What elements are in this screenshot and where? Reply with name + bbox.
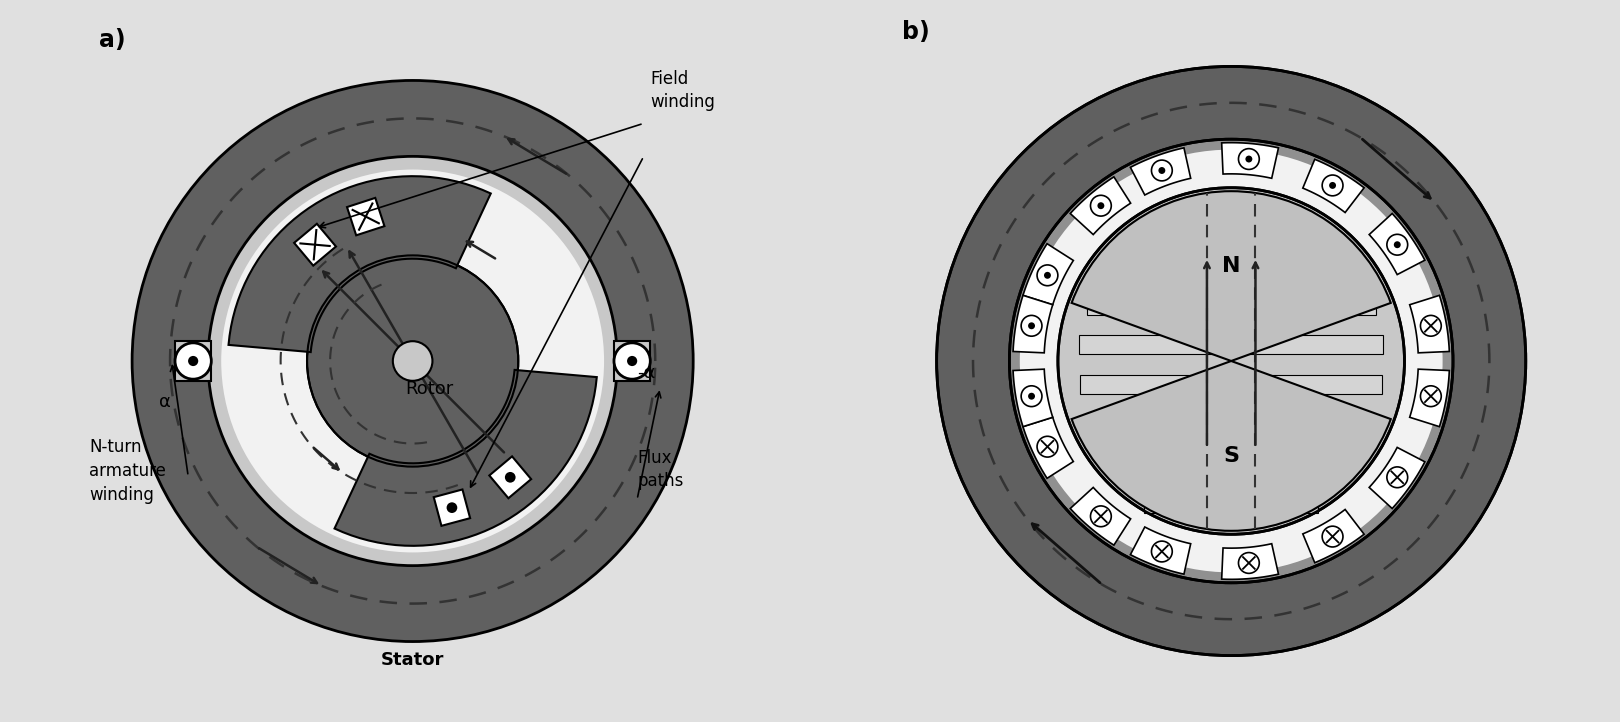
Bar [1103,256,1359,275]
Circle shape [188,356,198,366]
Text: a): a) [99,28,126,53]
Text: N-turn
armature
winding: N-turn armature winding [89,438,167,504]
Circle shape [1421,386,1442,406]
Polygon shape [1409,369,1450,427]
Circle shape [1152,160,1173,181]
Circle shape [133,80,693,642]
Wedge shape [1071,191,1392,361]
Circle shape [1097,202,1105,209]
Circle shape [1387,467,1408,487]
Circle shape [1090,506,1111,527]
Polygon shape [1369,214,1426,274]
Polygon shape [1302,160,1364,212]
Polygon shape [1221,143,1278,178]
Circle shape [392,342,433,380]
Circle shape [1021,149,1442,573]
Circle shape [1152,541,1173,562]
Polygon shape [1409,295,1450,353]
Polygon shape [1022,417,1074,478]
Bar [347,198,384,235]
Text: Flux
paths: Flux paths [637,449,684,490]
Circle shape [614,343,650,379]
Polygon shape [1012,369,1053,427]
Circle shape [1158,167,1165,174]
Bar [175,342,211,380]
Circle shape [1246,155,1252,162]
Polygon shape [1131,148,1191,195]
Circle shape [1238,149,1259,170]
Circle shape [1322,526,1343,547]
Circle shape [222,170,604,552]
Circle shape [447,503,457,513]
Circle shape [1009,139,1453,583]
Wedge shape [1071,361,1392,531]
Polygon shape [228,176,491,352]
Bar [1081,375,1382,393]
Text: α: α [159,393,170,412]
Text: Rotor: Rotor [405,380,454,398]
Bar [434,490,470,526]
Circle shape [1238,552,1259,573]
Text: -α: -α [637,363,656,381]
Text: S: S [1223,446,1239,466]
Polygon shape [1221,544,1278,579]
Circle shape [1043,272,1051,279]
Bar [489,456,531,498]
Polygon shape [1302,510,1364,562]
Bar [1079,335,1383,355]
Bar [1144,494,1319,513]
Circle shape [207,157,617,565]
Circle shape [505,472,515,482]
Polygon shape [1071,487,1131,545]
Polygon shape [1131,527,1191,574]
Circle shape [1421,316,1442,336]
Circle shape [627,356,637,366]
Circle shape [1021,386,1042,406]
Circle shape [1058,188,1405,534]
Bar [1089,414,1374,433]
Polygon shape [1071,177,1131,235]
Bar [1087,295,1375,315]
Circle shape [1328,182,1336,189]
Circle shape [1393,241,1401,248]
Circle shape [1037,436,1058,457]
Circle shape [1387,235,1408,255]
Circle shape [1037,265,1058,286]
Text: Field
winding: Field winding [650,69,714,111]
Circle shape [1090,195,1111,216]
Bar [295,224,335,266]
Polygon shape [1022,244,1074,305]
Polygon shape [1012,295,1053,353]
Circle shape [1021,316,1042,336]
Circle shape [1029,393,1035,400]
Bar [1108,454,1354,473]
Polygon shape [1369,448,1426,508]
Circle shape [1322,175,1343,196]
Text: N: N [1221,256,1241,276]
Text: b): b) [902,19,930,44]
Polygon shape [335,370,596,546]
Circle shape [936,66,1526,656]
Circle shape [1029,322,1035,329]
Circle shape [308,256,518,466]
Text: Stator: Stator [381,651,444,669]
Circle shape [175,343,211,379]
Bar [614,342,650,380]
